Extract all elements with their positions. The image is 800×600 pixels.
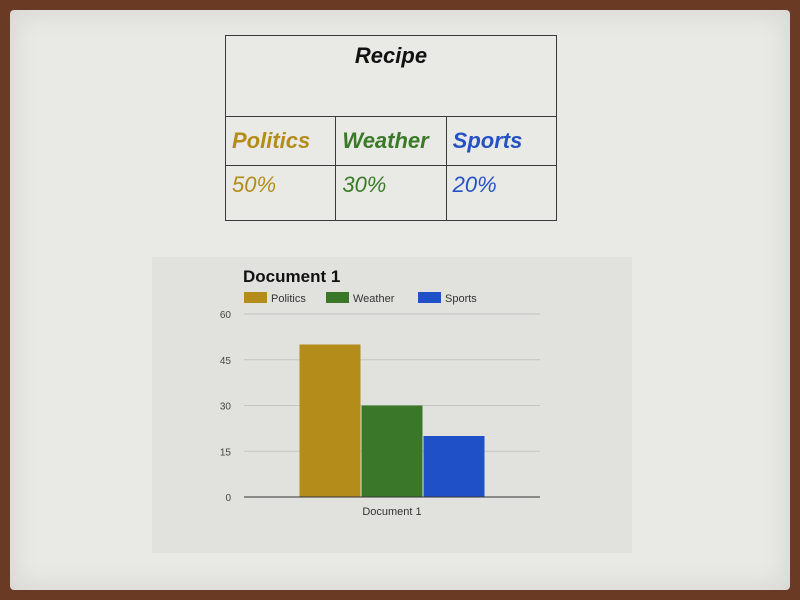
bar-weather xyxy=(361,405,423,497)
value-sports: 20% xyxy=(445,165,558,221)
y-axis-ticks: 0 15 30 45 60 xyxy=(220,310,232,504)
bar-politics xyxy=(299,344,361,497)
legend-swatch-politics xyxy=(244,292,267,303)
table-title: Recipe xyxy=(354,43,428,68)
y-tick-label: 15 xyxy=(220,447,232,458)
header-sports: Sports xyxy=(445,116,558,166)
recipe-table: Recipe Politics Weather Sports 50% 30% 2… xyxy=(224,35,558,221)
y-tick-label: 60 xyxy=(220,310,232,321)
table-title-cell: Recipe xyxy=(225,35,557,117)
y-tick-label: 0 xyxy=(225,493,231,504)
y-tick-label: 45 xyxy=(220,356,232,367)
header-politics: Politics xyxy=(224,116,337,166)
legend-label-weather: Weather xyxy=(353,293,395,305)
legend-label-politics: Politics xyxy=(271,293,306,305)
value-weather: 30% xyxy=(335,165,447,221)
y-tick-label: 30 xyxy=(220,402,232,413)
x-tick-label: Document 1 xyxy=(362,506,421,518)
legend-label-sports: Sports xyxy=(445,293,477,305)
legend-swatch-weather xyxy=(326,292,349,303)
chart-panel: Document 1 Politics Weather Sports 0 15 30 45… xyxy=(152,257,632,553)
x-axis: Document 1 xyxy=(244,496,540,518)
header-weather: Weather xyxy=(335,116,447,166)
legend-swatch-sports xyxy=(418,292,441,303)
value-politics: 50% xyxy=(224,165,337,221)
bars xyxy=(299,344,485,497)
chart-title: Document 1 xyxy=(243,267,340,286)
legend: Politics Weather Sports xyxy=(244,292,477,305)
bar-chart: Document 1 Politics Weather Sports 0 15 30 45… xyxy=(220,267,540,518)
bar-sports xyxy=(423,436,485,497)
